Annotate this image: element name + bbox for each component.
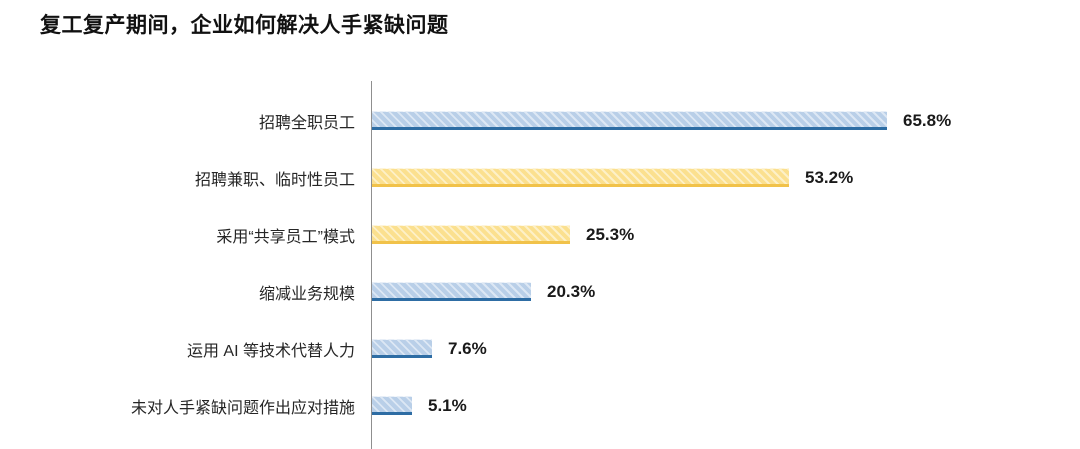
value-label: 65.8% — [903, 110, 952, 130]
category-label: 招聘兼职、临时性员工 — [194, 171, 355, 189]
bar-blue — [372, 339, 432, 358]
chart-row: 采用“共享员工”模式 25.3% — [0, 206, 1080, 263]
bar-blue — [372, 396, 412, 415]
category-label: 采用“共享员工”模式 — [216, 228, 355, 246]
y-axis-line — [371, 81, 372, 449]
category-label: 运用 AI 等技术代替人力 — [186, 342, 355, 360]
value-label: 7.6% — [448, 338, 487, 358]
chart-title: 复工复产期间，企业如何解决人手紧缺问题 — [40, 14, 449, 37]
value-label: 20.3% — [547, 281, 596, 301]
chart-row: 招聘全职员工 65.8% — [0, 92, 1080, 149]
category-label: 未对人手紧缺问题作出应对措施 — [130, 399, 355, 417]
chart-row: 缩减业务规模 20.3% — [0, 263, 1080, 320]
category-label: 缩减业务规模 — [258, 285, 355, 303]
value-label: 53.2% — [805, 167, 854, 187]
bar-yellow — [372, 225, 570, 244]
value-label: 25.3% — [586, 224, 635, 244]
chart-row: 运用 AI 等技术代替人力 7.6% — [0, 320, 1080, 377]
category-label: 招聘全职员工 — [258, 114, 355, 132]
chart-row: 招聘兼职、临时性员工 53.2% — [0, 149, 1080, 206]
value-label: 5.1% — [428, 395, 467, 415]
bar-blue — [372, 282, 531, 301]
chart-row: 未对人手紧缺问题作出应对措施 5.1% — [0, 377, 1080, 434]
bar-chart: 招聘全职员工 65.8% 招聘兼职、临时性员工 53.2% 采用“共享员工”模式 25.3… — [0, 92, 1080, 434]
bar-yellow — [372, 168, 789, 187]
bar-blue — [372, 111, 887, 130]
